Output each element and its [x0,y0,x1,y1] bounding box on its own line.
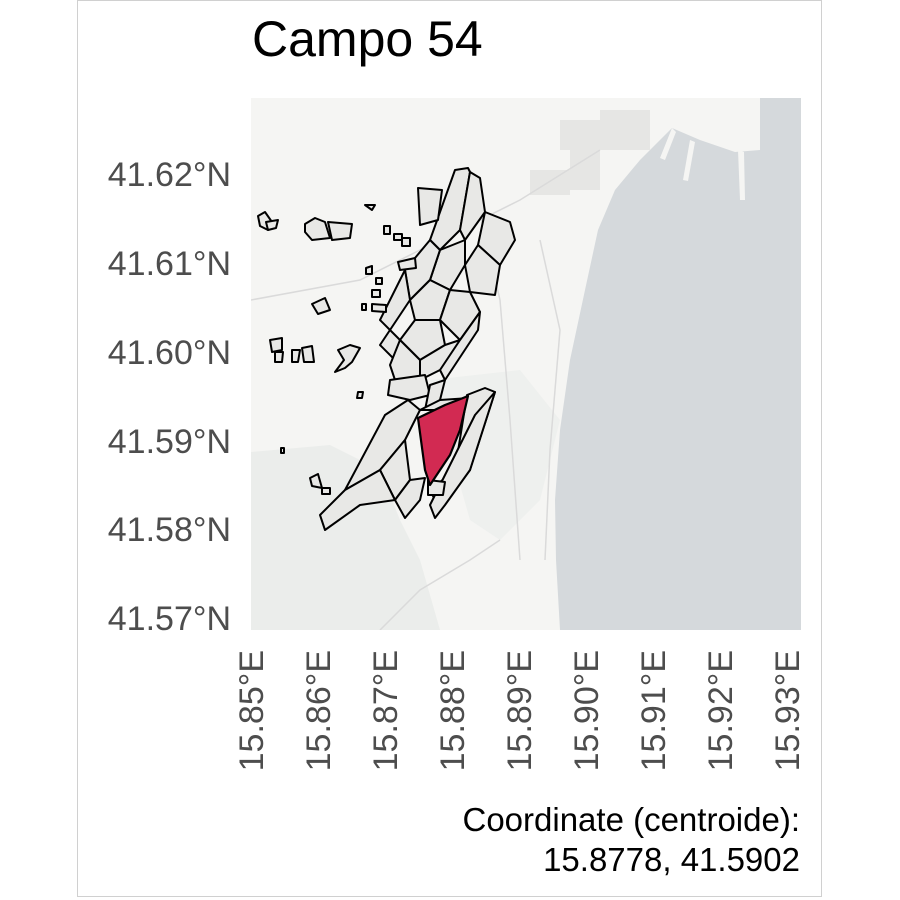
x-tick-label: 15.92°E [702,650,740,771]
field-parcel [304,217,331,241]
centroid-value: 15.8778, 41.5902 [543,841,800,878]
x-tick-label: 15.88°E [434,650,472,771]
field-parcel [291,349,301,363]
field-parcel [280,447,285,454]
x-tick-label: 15.85°E [233,650,271,771]
basemap [251,98,801,630]
x-tick-label: 15.89°E [501,650,539,771]
field-parcel [397,257,417,271]
y-tick-label: 41.58°N [108,511,231,549]
centroid-caption: Coordinate (centroide): 15.8778, 41.5902 [462,800,800,880]
field-parcel [265,219,279,231]
field-parcel [319,469,396,531]
field-parcel [459,171,486,241]
field-parcel [321,487,331,495]
field-parcel [439,311,481,381]
field-parcels [257,167,516,531]
centroid-label: Coordinate (centroide): [462,801,800,838]
x-tick-label: 15.87°E [367,650,405,771]
town [530,110,650,195]
x-tick-label: 15.90°E [568,650,606,771]
field-parcel [417,187,443,226]
field-parcel [477,211,516,266]
field-parcel [356,391,364,399]
field-parcel [394,477,426,519]
x-tick-label: 15.93°E [769,650,807,771]
field-parcel [301,345,315,363]
y-tick-label: 41.57°N [108,600,231,638]
y-tick-label: 41.61°N [108,245,231,283]
highlighted-field[interactable] [416,394,470,487]
x-tick-label: 15.86°E [300,650,338,771]
field-parcel [427,479,446,496]
field-parcel [365,265,373,275]
field-parcel [393,233,403,241]
y-tick-label: 41.62°N [108,156,231,194]
field-parcel [464,244,501,296]
x-axis-labels: 15.85°E 15.86°E 15.87°E 15.88°E 15.89°E … [233,650,807,771]
field-parcel [371,289,381,298]
lowland-area [251,445,440,630]
x-tick-label: 15.91°E [635,650,673,771]
field-parcel [383,225,391,235]
y-axis-labels: 41.62°N 41.61°N 41.60°N 41.59°N 41.58°N … [108,156,231,638]
map-title: Campo 54 [252,11,483,67]
field-parcel [401,237,411,247]
y-tick-label: 41.60°N [108,334,231,372]
field-parcel [269,337,283,353]
field-parcel [387,374,431,401]
field-parcel [429,391,496,519]
field-parcel [327,221,353,241]
field-parcel [375,277,383,285]
y-tick-label: 41.59°N [108,423,231,461]
port-pier [738,150,745,200]
field-parcel [274,351,284,363]
field-parcel [364,204,376,211]
port-pier [660,128,676,160]
field-parcel [361,303,367,311]
field-parcel [371,303,387,313]
port-pier [683,140,695,181]
sea [555,98,801,630]
field-parcel [311,297,331,315]
field-parcel [334,344,361,373]
